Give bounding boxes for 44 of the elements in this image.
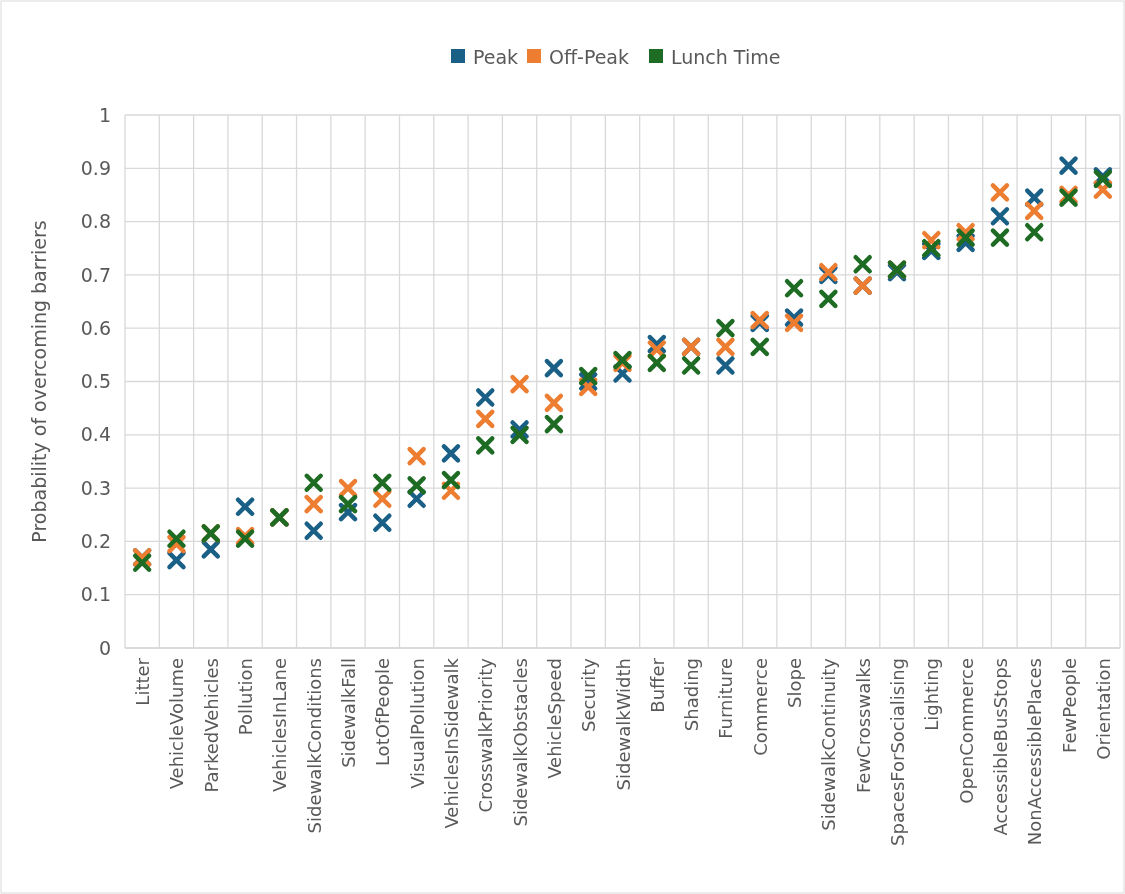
x-tick-label: FewCrosswalks [852, 658, 874, 794]
x-tick-label: Litter [132, 657, 154, 706]
y-tick-label: 0.6 [80, 316, 111, 339]
x-tick-label: Lighting [921, 658, 943, 731]
x-tick-label: VisualPollution [406, 658, 428, 789]
x-tick-label: Commerce [749, 658, 771, 756]
x-tick-label: VehiclesInSidewalk [440, 657, 462, 829]
x-tick-label: SidewalkContinuity [818, 657, 840, 831]
y-tick-label: 0 [98, 636, 111, 659]
y-tick-label: 0.7 [80, 263, 111, 286]
x-tick-label: SpacesForSocialising [886, 658, 908, 846]
y-tick-label: 1 [98, 103, 111, 126]
x-tick-label: LotOfPeople [372, 658, 394, 767]
x-tick-label: Pollution [235, 658, 257, 736]
legend-label: Peak [473, 45, 519, 68]
x-tick-label: Security [578, 657, 600, 732]
x-tick-label: Buffer [646, 657, 668, 713]
x-tick-label: FewPeople [1058, 658, 1080, 753]
x-tick-label: VehiclesInLane [269, 658, 291, 793]
legend-label: Off-Peak [549, 45, 630, 68]
y-tick-label: 0.5 [80, 370, 111, 393]
y-tick-label: 0.2 [80, 530, 111, 553]
y-tick-label: 0.1 [80, 583, 111, 606]
x-tick-label: CrosswalkPriority [475, 657, 497, 813]
x-tick-label: Furniture [715, 658, 737, 739]
y-tick-label: 0.9 [80, 156, 111, 179]
x-tick-label: VehicleSpeed [543, 658, 565, 779]
x-tick-label: SidewalkConditions [303, 658, 325, 834]
x-tick-label: ParkedVehicles [200, 658, 222, 793]
x-tick-label: Shading [681, 658, 703, 732]
x-tick-label: OpenCommerce [955, 658, 977, 804]
y-tick-label: 0.8 [80, 210, 111, 233]
x-tick-label: Orientation [1092, 658, 1114, 760]
x-tick-label: SidewalkFall [338, 658, 360, 768]
x-tick-label: NonAccessiblePlaces [1024, 658, 1046, 846]
y-tick-label: 0.3 [80, 476, 111, 499]
x-tick-label: VehicleVolume [166, 658, 188, 790]
y-tick-label: 0.4 [80, 423, 111, 446]
legend-label: Lunch Time [671, 45, 781, 68]
y-axis-title: Probability of overcoming barriers [28, 220, 50, 543]
x-tick-label: AccessibleBusStops [989, 658, 1011, 836]
x-tick-label: SidewalkWidth [612, 658, 634, 791]
x-tick-label: SidewalkObstacles [509, 658, 531, 827]
x-tick-label: Slope [784, 658, 806, 708]
